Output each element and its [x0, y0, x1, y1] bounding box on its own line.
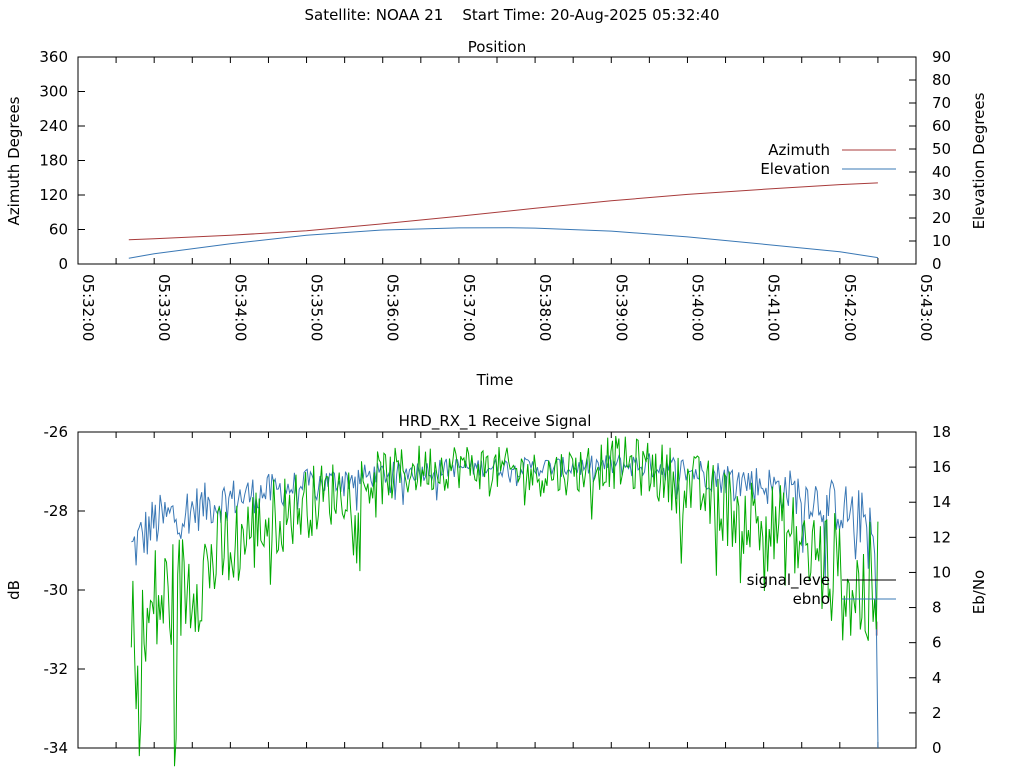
chart-header: Satellite: NOAA 21 Start Time: 20-Aug-20…	[0, 6, 1024, 24]
x-tick-label: 05:33:00	[155, 274, 173, 341]
y2-tick-label: 40	[932, 163, 951, 181]
signal-y-label: dB	[5, 580, 23, 600]
y2-tick-label: 20	[932, 209, 951, 227]
y2-tick-label: 2	[932, 704, 942, 722]
series-line-series-2	[130, 435, 879, 767]
y2-tick-label: 16	[932, 458, 951, 476]
y2-tick-label: 80	[932, 71, 951, 89]
x-tick-label: 05:35:00	[308, 274, 326, 341]
y2-tick-label: 12	[932, 528, 951, 546]
y-tick-label: 360	[39, 48, 68, 66]
series-line-Azimuth	[128, 182, 878, 241]
y-tick-label: -32	[44, 660, 69, 678]
legend-label: ebno	[793, 590, 830, 608]
y2-tick-label: 0	[932, 255, 942, 273]
position-axes: 0 60 120 180 240 300 360 0 10 20 30 40 50 60 70 80 90 05:…	[39, 48, 951, 341]
signal-axes: -34 -32 -30 -28 -26 0 2 4 6 8 10 12 14 16 18	[44, 423, 952, 757]
y2-tick-label: 10	[932, 563, 951, 581]
y-tick-label: 120	[39, 186, 68, 204]
y-tick-label: 300	[39, 83, 68, 101]
y2-tick-label: 60	[932, 117, 951, 135]
x-tick-label: 05:32:00	[79, 274, 97, 341]
y2-tick-label: 8	[932, 599, 942, 617]
position-chart: Position Time Azimuth Degrees Elevation …	[5, 38, 988, 389]
x-tick-label: 05:41:00	[765, 274, 783, 341]
y2-tick-label: 6	[932, 634, 942, 652]
signal-chart: HRD_RX_1 Receive Signal dB Eb/No -34-32-…	[5, 412, 988, 767]
y2-tick-label: 90	[932, 48, 951, 66]
x-tick-label: 05:43:00	[917, 274, 935, 341]
y-tick-label: 60	[49, 221, 68, 239]
series-line-Elevation	[128, 227, 878, 259]
x-tick-label: 05:42:00	[841, 274, 859, 341]
signal-y2-label: Eb/No	[970, 570, 988, 614]
position-y2-label: Elevation Degrees	[970, 92, 988, 229]
x-tick-label: 05:38:00	[536, 274, 554, 341]
y-tick-label: 0	[58, 255, 68, 273]
satellite-label: Satellite: NOAA 21	[304, 6, 444, 24]
legend-label: Azimuth	[768, 141, 830, 159]
y2-tick-label: 10	[932, 232, 951, 250]
y-tick-label: -28	[44, 502, 69, 520]
x-tick-label: 05:39:00	[612, 274, 630, 341]
start-time-label: Start Time: 20-Aug-2025 05:32:40	[462, 6, 720, 24]
position-title: Position	[468, 38, 526, 56]
position-series	[128, 182, 878, 259]
y-tick-label: -30	[44, 581, 69, 599]
y2-tick-label: 50	[932, 140, 951, 158]
legend-label: signal_leve	[747, 571, 830, 590]
x-tick-label: 05:37:00	[460, 274, 478, 341]
y2-tick-label: 14	[932, 493, 951, 511]
x-tick-label: 05:40:00	[688, 274, 706, 341]
position-y-label: Azimuth Degrees	[5, 96, 23, 225]
y2-tick-label: 30	[932, 186, 951, 204]
y2-tick-label: 0	[932, 739, 942, 757]
y2-tick-label: 4	[932, 669, 942, 687]
signal-series	[130, 435, 879, 767]
y-tick-label: -26	[44, 423, 69, 441]
y-tick-label: 240	[39, 117, 68, 135]
position-x-label: Time	[476, 371, 514, 389]
y-tick-label: 180	[39, 152, 68, 170]
legend-label: Elevation	[760, 160, 830, 178]
y2-tick-label: 18	[932, 423, 951, 441]
x-tick-label: 05:36:00	[384, 274, 402, 341]
y2-tick-label: 70	[932, 94, 951, 112]
series-line-ebno	[131, 453, 879, 748]
y-tick-label: -34	[44, 739, 69, 757]
x-tick-label: 05:34:00	[231, 274, 249, 341]
signal-title: HRD_RX_1 Receive Signal	[399, 412, 592, 431]
